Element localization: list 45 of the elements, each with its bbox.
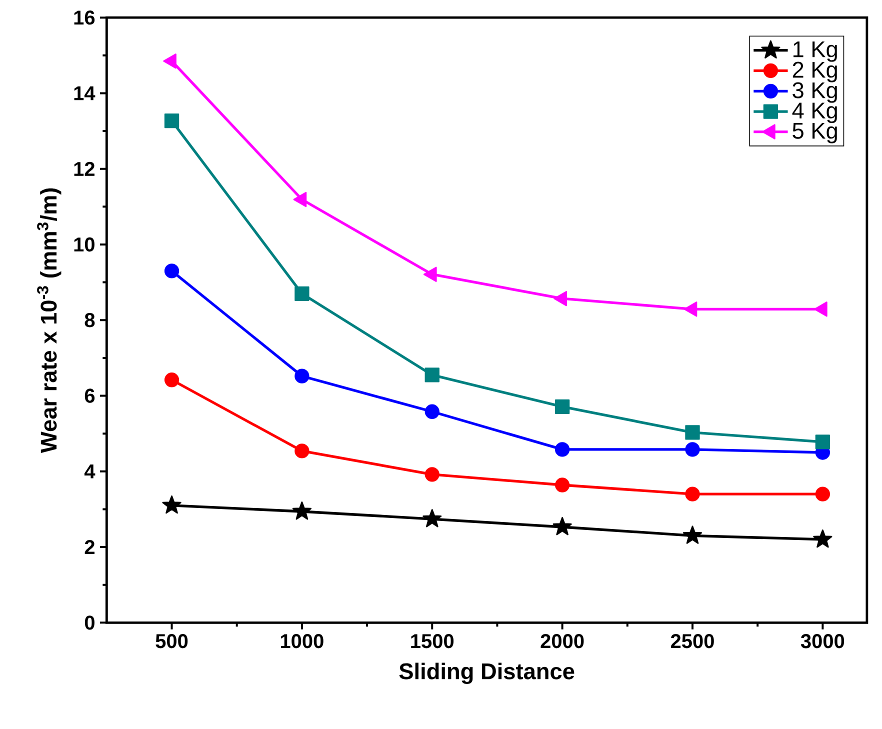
- legend-label: 1 Kg: [794, 41, 837, 62]
- legend-label: 3 Kg: [792, 82, 837, 103]
- y-axis-title: Wear rate x 10$^{-3}$ (mm$^{3}$/m): [37, 188, 62, 453]
- point: [424, 404, 440, 419]
- x-tick-label: 1500: [411, 634, 454, 648]
- point: [815, 486, 830, 502]
- point: [422, 509, 442, 528]
- point: [554, 478, 570, 492]
- point: [685, 442, 700, 457]
- x-axis-title: Sliding Distance: [399, 662, 574, 684]
- y-tick-label: 6: [84, 388, 95, 403]
- point: [685, 425, 700, 440]
- y-tick-label: 10: [74, 237, 94, 252]
- legend-label: 4 Kg: [792, 102, 837, 123]
- point: [682, 526, 702, 544]
- point: [554, 399, 570, 414]
- y-tick-label: 0: [84, 616, 94, 630]
- y-tick-label: 14: [74, 86, 96, 100]
- point: [164, 264, 180, 278]
- y-tick-label: 12: [74, 162, 94, 176]
- point: [685, 486, 700, 502]
- x-tick-label: 3000: [800, 634, 844, 648]
- point: [554, 442, 570, 457]
- point: [162, 495, 182, 514]
- point: [813, 529, 832, 548]
- y-tick-label: 16: [74, 10, 95, 25]
- legend-label: 5 Kg: [792, 122, 837, 144]
- point: [292, 501, 312, 520]
- y-tick-label: 2: [84, 540, 94, 554]
- y-tick-label: 8: [84, 313, 95, 328]
- point: [294, 286, 310, 301]
- point: [424, 467, 440, 482]
- x-tick-label: 1000: [280, 634, 324, 648]
- point: [294, 444, 310, 458]
- point: [164, 372, 180, 388]
- x-tick-label: 2000: [540, 634, 584, 648]
- x-tick-label: 500: [156, 634, 188, 648]
- point: [552, 516, 572, 536]
- point: [294, 368, 310, 384]
- point: [815, 434, 830, 450]
- x-tick-label: 2500: [670, 634, 714, 648]
- point: [424, 368, 440, 382]
- legend-label: 2 Kg: [792, 62, 837, 82]
- point: [164, 113, 180, 128]
- y-tick-label: 4: [84, 464, 96, 478]
